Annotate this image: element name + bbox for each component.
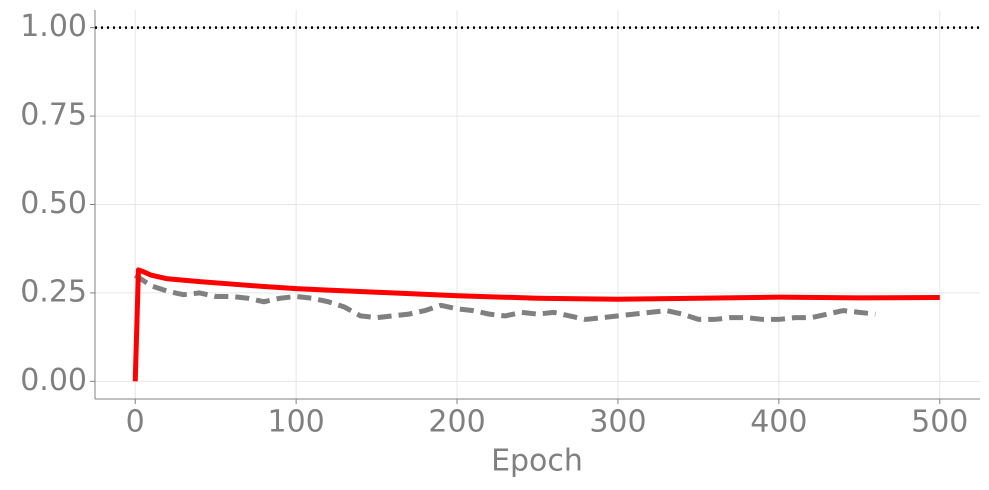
- y-tick-label: 0.25: [20, 274, 87, 309]
- y-tick-label: 0.00: [20, 363, 87, 398]
- x-tick-label: 100: [268, 405, 325, 440]
- x-axis-label: Epoch: [491, 444, 583, 479]
- x-tick-label: 300: [589, 405, 646, 440]
- y-tick-label: 0.75: [20, 98, 87, 133]
- x-tick-label: 200: [428, 405, 485, 440]
- x-tick-label: 500: [911, 405, 968, 440]
- x-tick-label: 400: [750, 405, 807, 440]
- y-tick-label: 1.00: [20, 9, 87, 44]
- x-tick-label: 0: [126, 405, 145, 440]
- y-tick-label: 0.50: [20, 186, 87, 221]
- line-series: [132, 267, 940, 382]
- line-series: [133, 273, 876, 322]
